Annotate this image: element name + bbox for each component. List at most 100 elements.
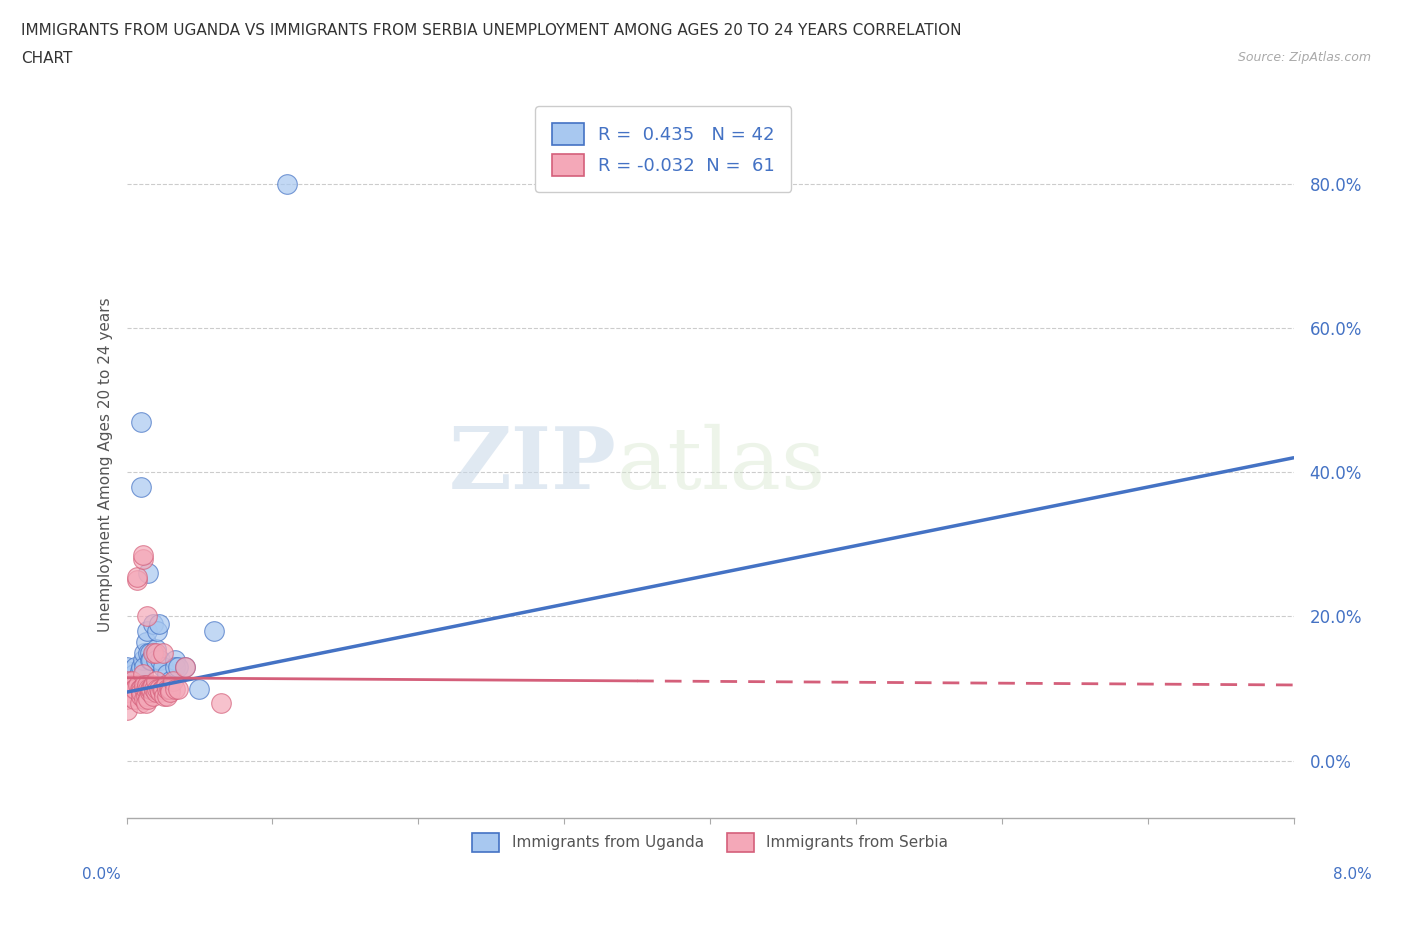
Point bbox=[138, 692, 160, 707]
Point bbox=[155, 678, 177, 693]
Point bbox=[153, 688, 176, 703]
Point bbox=[156, 681, 179, 696]
Point bbox=[128, 696, 150, 711]
Point bbox=[129, 659, 152, 674]
Point bbox=[115, 692, 138, 707]
Point bbox=[149, 684, 172, 699]
Point bbox=[159, 674, 181, 689]
Point bbox=[134, 634, 156, 649]
Text: Source: ZipAtlas.com: Source: ZipAtlas.com bbox=[1237, 51, 1371, 64]
Point bbox=[136, 609, 159, 624]
Point bbox=[138, 681, 160, 696]
Point bbox=[159, 684, 181, 699]
Point bbox=[148, 617, 170, 631]
Point bbox=[145, 645, 167, 660]
Point bbox=[128, 663, 150, 678]
Point bbox=[152, 645, 174, 660]
Point bbox=[132, 678, 155, 693]
Point bbox=[139, 645, 162, 660]
Point bbox=[143, 645, 166, 660]
Point bbox=[127, 681, 149, 696]
Point bbox=[134, 681, 156, 696]
Point bbox=[132, 692, 155, 707]
Point bbox=[129, 688, 152, 703]
Point bbox=[145, 642, 167, 657]
Point bbox=[132, 645, 155, 660]
Point bbox=[157, 681, 180, 696]
Point bbox=[131, 548, 153, 563]
Point bbox=[142, 681, 165, 696]
Point bbox=[138, 565, 160, 580]
Point bbox=[166, 659, 188, 674]
Point bbox=[121, 674, 143, 689]
Point bbox=[125, 569, 148, 584]
Point bbox=[163, 681, 186, 696]
Point bbox=[202, 623, 225, 638]
Point bbox=[128, 681, 150, 696]
Point bbox=[134, 696, 156, 711]
Point bbox=[129, 479, 152, 494]
Point bbox=[127, 678, 149, 693]
Point bbox=[145, 652, 167, 667]
Point bbox=[174, 659, 197, 674]
Point bbox=[163, 659, 186, 674]
Point bbox=[162, 674, 184, 689]
Point bbox=[122, 692, 145, 707]
Point bbox=[117, 674, 139, 689]
Text: IMMIGRANTS FROM UGANDA VS IMMIGRANTS FROM SERBIA UNEMPLOYMENT AMONG AGES 20 TO 2: IMMIGRANTS FROM UGANDA VS IMMIGRANTS FRO… bbox=[21, 23, 962, 38]
Point bbox=[174, 659, 197, 674]
Point bbox=[131, 667, 153, 682]
Point bbox=[115, 684, 138, 699]
Point bbox=[132, 681, 155, 696]
Point bbox=[142, 688, 165, 703]
Point bbox=[146, 623, 169, 638]
Point bbox=[136, 623, 159, 638]
Point bbox=[115, 663, 138, 678]
Point bbox=[122, 667, 145, 682]
Point bbox=[117, 684, 139, 699]
Point bbox=[159, 681, 181, 696]
Legend: Immigrants from Uganda, Immigrants from Serbia: Immigrants from Uganda, Immigrants from … bbox=[460, 820, 960, 864]
Text: 8.0%: 8.0% bbox=[1333, 867, 1372, 882]
Point bbox=[131, 551, 153, 566]
Point bbox=[134, 688, 156, 703]
Point bbox=[163, 652, 186, 667]
Point bbox=[139, 652, 162, 667]
Point bbox=[138, 645, 160, 660]
Point bbox=[156, 688, 179, 703]
Point bbox=[139, 684, 162, 699]
Point bbox=[115, 703, 138, 718]
Point bbox=[129, 681, 152, 696]
Point bbox=[166, 681, 188, 696]
Text: ZIP: ZIP bbox=[449, 423, 617, 507]
Point bbox=[125, 671, 148, 685]
Point bbox=[136, 678, 159, 693]
Point bbox=[142, 678, 165, 693]
Point bbox=[131, 652, 153, 667]
Point bbox=[134, 681, 156, 696]
Point bbox=[156, 667, 179, 682]
Point bbox=[136, 688, 159, 703]
Point bbox=[129, 684, 152, 699]
Point bbox=[148, 681, 170, 696]
Point bbox=[139, 681, 162, 696]
Point bbox=[142, 617, 165, 631]
Point bbox=[188, 681, 211, 696]
Text: CHART: CHART bbox=[21, 51, 73, 66]
Point bbox=[209, 696, 232, 711]
Point bbox=[149, 652, 172, 667]
Point bbox=[132, 678, 155, 693]
Point bbox=[129, 414, 152, 429]
Point bbox=[124, 681, 146, 696]
Point bbox=[143, 681, 166, 696]
Text: 0.0%: 0.0% bbox=[82, 867, 121, 882]
Point bbox=[146, 681, 169, 696]
Point bbox=[141, 652, 163, 667]
Point bbox=[145, 684, 167, 699]
Point bbox=[120, 678, 142, 693]
Point bbox=[118, 688, 141, 703]
Point bbox=[124, 659, 146, 674]
Point bbox=[132, 659, 155, 674]
Point bbox=[150, 681, 173, 696]
Point bbox=[276, 177, 298, 192]
